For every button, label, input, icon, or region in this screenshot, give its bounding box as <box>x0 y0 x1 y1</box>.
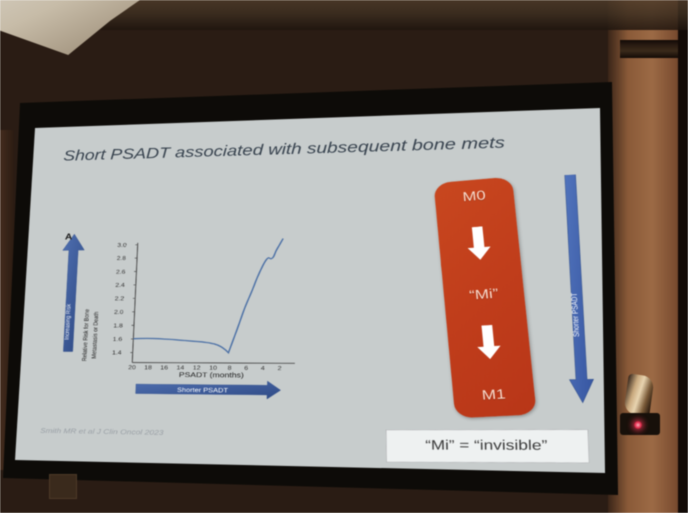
svg-text:2.4: 2.4 <box>115 283 125 289</box>
svg-text:2.0: 2.0 <box>114 310 124 316</box>
svg-text:2.2: 2.2 <box>115 296 125 302</box>
svg-text:1.6: 1.6 <box>113 337 123 343</box>
svg-text:20: 20 <box>128 365 136 371</box>
svg-text:16: 16 <box>160 365 168 371</box>
svg-text:2.6: 2.6 <box>116 270 126 276</box>
svg-text:Relative Risk for Bone: Relative Risk for Bone <box>82 309 92 361</box>
svg-text:Metastasis or Death: Metastasis or Death <box>91 312 100 359</box>
svg-text:18: 18 <box>144 365 152 371</box>
svg-text:3.0: 3.0 <box>117 243 127 249</box>
svg-text:6: 6 <box>244 366 248 372</box>
svg-text:Shorter PSADT: Shorter PSADT <box>177 387 228 395</box>
svg-text:2.8: 2.8 <box>117 256 127 262</box>
svg-text:1.8: 1.8 <box>113 323 123 329</box>
svg-text:PSADT (months): PSADT (months) <box>179 371 244 379</box>
svg-text:2: 2 <box>277 366 281 372</box>
svg-text:A: A <box>65 232 73 242</box>
svg-text:1.4: 1.4 <box>112 351 123 357</box>
svg-text:4: 4 <box>261 366 266 372</box>
